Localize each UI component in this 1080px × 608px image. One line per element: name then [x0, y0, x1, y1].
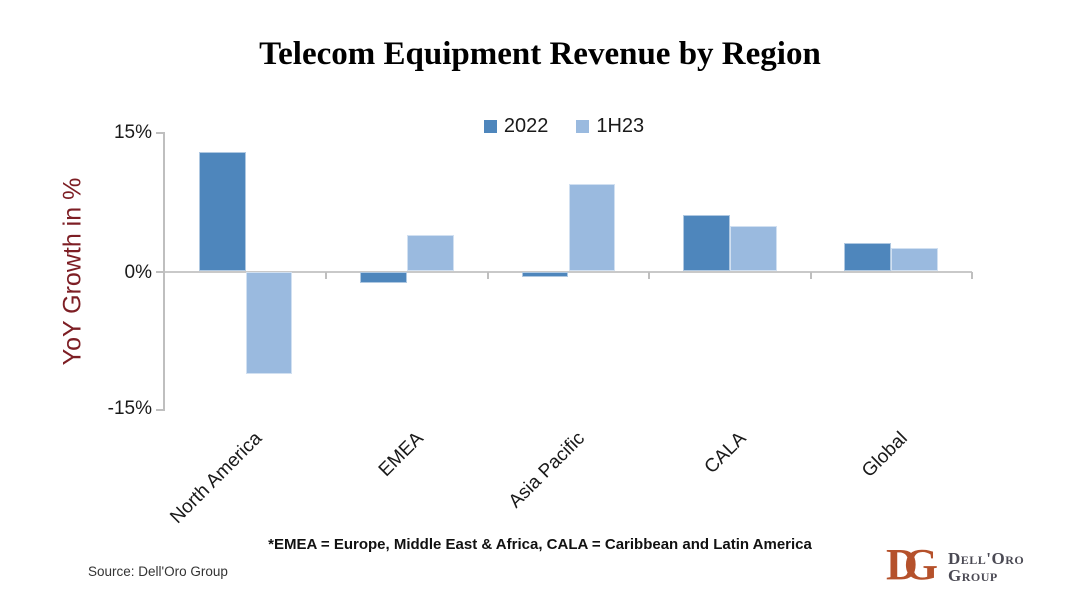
bar-1h23-emea — [407, 235, 454, 272]
delloro-monogram-icon: DG — [886, 540, 939, 589]
legend-swatch-1h23 — [576, 120, 590, 133]
bar-2022-cala — [683, 215, 730, 272]
delloro-logo-line1: Dell'Oro — [948, 549, 1025, 568]
zero-gridline — [165, 270, 972, 273]
x-tick-mark-2 — [486, 271, 489, 279]
x-tick-mark-5 — [971, 271, 973, 279]
x-tick-mark-3 — [648, 271, 651, 279]
y-tick-label-neg15: -15% — [107, 398, 152, 419]
bar-1h23-north-america — [245, 271, 293, 374]
legend-swatch-2022 — [483, 120, 497, 133]
y-tick-mark-0 — [156, 270, 165, 273]
legend-label-2022: 2022 — [503, 115, 549, 137]
legend-label-1h23: 1H23 — [596, 115, 645, 137]
bar-1h23-cala — [729, 226, 777, 272]
bar-2022-global — [844, 242, 892, 272]
delloro-logo: DG Dell'Oro Group — [886, 540, 1024, 589]
legend-item-2022: 2022 — [483, 115, 549, 138]
bar-1h23-global — [891, 248, 939, 272]
y-tick-label-15: 15% — [113, 122, 152, 143]
bar-2022-asia-pacific — [521, 271, 569, 278]
plot-area — [156, 132, 973, 411]
y-tick-mark--15 — [156, 409, 165, 411]
chart-title: Telecom Equipment Revenue by Region — [259, 36, 821, 72]
bar-1h23-asia-pacific — [568, 183, 616, 272]
delloro-logo-text: Dell'Oro Group — [948, 545, 1024, 584]
bar-2022-emea — [360, 271, 408, 283]
x-tick-mark-4 — [809, 271, 812, 279]
y-tick-label-0: 0% — [124, 262, 152, 283]
legend-item-1h23: 1H23 — [576, 115, 644, 138]
delloro-logo-line2: Group — [948, 566, 998, 585]
footnote: *EMEA = Europe, Middle East & Africa, CA… — [268, 536, 812, 553]
x-tick-mark-1 — [325, 271, 328, 279]
legend: 2022 1H23 — [0, 115, 1080, 138]
y-tick-mark-15 — [156, 132, 165, 134]
source-text: Source: Dell'Oro Group — [88, 564, 228, 579]
bar-2022-north-america — [198, 152, 246, 272]
y-axis-title: YoY Growth in % — [58, 177, 87, 366]
